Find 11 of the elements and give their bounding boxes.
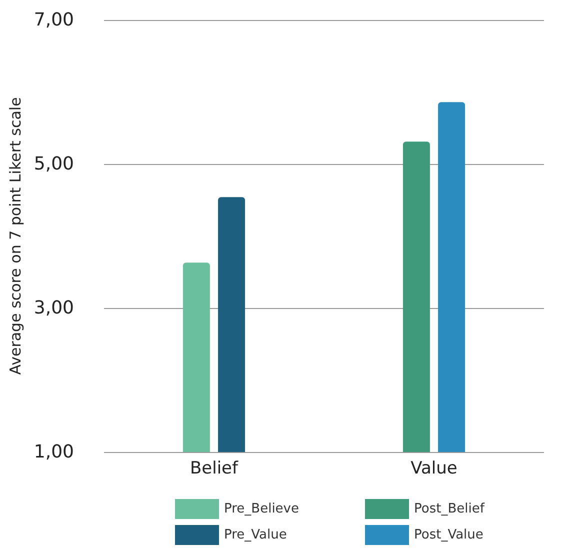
legend-label: Pre_Value	[224, 528, 287, 542]
legend-label: Post_Value	[414, 528, 484, 542]
y-tick-label: 7,00	[34, 10, 74, 30]
y-axis-title: Average score on 7 point Likert scale	[6, 97, 24, 375]
y-tick-label: 3,00	[34, 298, 74, 318]
legend-label: Post_Belief	[414, 502, 485, 516]
x-tick-label: Value	[410, 458, 458, 478]
y-tick-label: 5,00	[34, 154, 74, 174]
legend-label: Pre_Believe	[224, 502, 299, 516]
x-tick-label: Belief	[190, 458, 240, 478]
y-tick-label: 1,00	[34, 442, 74, 462]
